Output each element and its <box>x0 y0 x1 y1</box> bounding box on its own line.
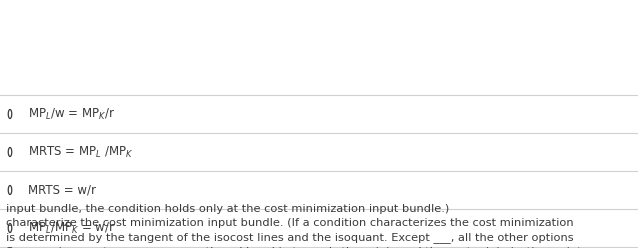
Text: MP$_L$/MP$_K$ = w/r: MP$_L$/MP$_K$ = w/r <box>28 220 115 236</box>
Text: is determined by the tangent of the isocost lines and the isoquant. Except ___, : is determined by the tangent of the isoc… <box>6 233 574 243</box>
Text: Suppose isoquant curves are smooth and bend in towards the origin and the cost m: Suppose isoquant curves are smooth and b… <box>6 247 582 248</box>
Text: MRTS = MP$_L$ /MP$_K$: MRTS = MP$_L$ /MP$_K$ <box>28 144 133 159</box>
Text: MP$_L$/w = MP$_K$/r: MP$_L$/w = MP$_K$/r <box>28 106 115 122</box>
Text: input bundle, the condition holds only at the cost minimization input bundle.): input bundle, the condition holds only a… <box>6 204 449 214</box>
Text: MRTS = w/r: MRTS = w/r <box>28 184 96 196</box>
Text: characterize the cost minimization input bundle. (If a condition characterizes t: characterize the cost minimization input… <box>6 218 574 228</box>
